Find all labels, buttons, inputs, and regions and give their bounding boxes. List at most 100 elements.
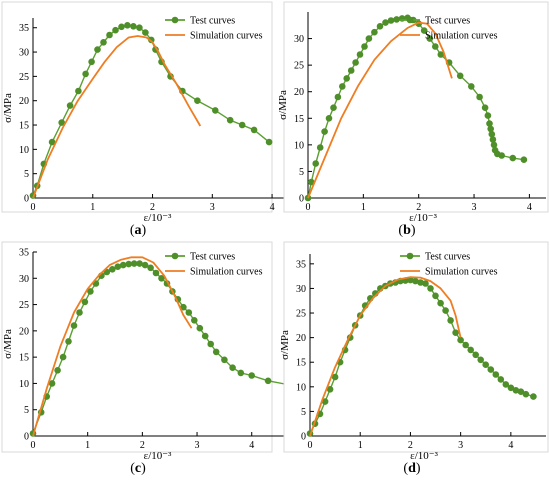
test-point: [426, 35, 434, 42]
test-point: [76, 309, 83, 316]
x-tick-label: 3: [458, 440, 463, 451]
x-tick-label: 2: [140, 440, 145, 451]
test-point: [427, 285, 434, 292]
test-point: [382, 19, 389, 26]
panel-caption: (a): [130, 223, 147, 238]
test-point: [88, 58, 95, 66]
legend-label: Test curves: [190, 16, 235, 27]
test-point: [48, 380, 56, 387]
y-tick-label: 15: [296, 358, 306, 369]
test-point: [330, 104, 337, 111]
panel-caption: (d): [403, 461, 420, 476]
y-tick-label: 15: [294, 114, 304, 125]
y-tick-label: 20: [19, 326, 29, 337]
panel-frame: [283, 1, 549, 213]
test-point: [124, 22, 131, 29]
test-point: [130, 23, 137, 30]
test-point: [136, 260, 143, 267]
x-tick-label: 3: [210, 202, 215, 213]
test-point: [520, 156, 528, 163]
test-point: [487, 125, 495, 133]
x-tick-label: 3: [195, 440, 200, 451]
y-tick-label: 5: [24, 405, 29, 416]
test-point: [94, 46, 101, 53]
test-point: [477, 356, 485, 364]
test-point: [201, 332, 209, 340]
x-tick-label: 3: [472, 202, 477, 213]
test-point: [158, 275, 165, 282]
y-tick-label: 25: [19, 300, 29, 311]
test-point: [59, 353, 67, 361]
test-point: [118, 23, 125, 31]
test-point: [376, 23, 384, 30]
test-point: [356, 51, 364, 58]
legend-marker: [171, 252, 179, 260]
test-point: [321, 398, 329, 405]
test-point: [343, 75, 351, 82]
x-tick-label: 2: [416, 202, 421, 213]
test-point: [185, 309, 193, 316]
test-point: [457, 336, 464, 344]
test-point: [452, 329, 459, 337]
test-point: [468, 83, 475, 90]
x-tick-label: 1: [85, 440, 90, 451]
test-point: [467, 346, 475, 354]
chart-panel-d: 0 1 2 3 4 0 5 10 15 20 25 30 35 ε/10⁻³ σ/MPa Test curve…: [279, 241, 549, 476]
test-point: [229, 364, 236, 372]
x-tick-label: 1: [90, 202, 95, 213]
simulation-curves-line: [307, 21, 453, 199]
test-point: [407, 276, 414, 284]
test-point: [58, 119, 65, 126]
simulation-curves-line: [309, 276, 462, 437]
chart-panel-b: 0 1 2 3 4 0 5 10 15 20 25 30 ε/10⁻³ σ/MPa Test curves S…: [277, 1, 549, 238]
test-point: [141, 261, 149, 269]
test-point: [488, 130, 496, 138]
test-point: [112, 26, 119, 34]
x-tick-label: 0: [31, 440, 36, 451]
legend-marker: [406, 16, 414, 24]
test-point: [420, 27, 428, 34]
y-tick-label: 10: [294, 140, 304, 151]
test-point: [432, 43, 439, 50]
test-point: [497, 376, 505, 383]
x-axis-label: ε/10⁻³: [144, 212, 172, 224]
test-point: [437, 299, 444, 307]
test-point: [422, 280, 429, 287]
test-point: [352, 59, 359, 66]
test-point: [437, 51, 445, 58]
test-point: [180, 303, 187, 311]
test-point: [412, 277, 419, 285]
test-point: [393, 16, 400, 23]
test-point: [339, 83, 346, 90]
test-point: [442, 307, 449, 314]
test-point: [312, 160, 320, 167]
test-point: [238, 121, 246, 129]
panel-frame: [1, 241, 273, 453]
x-tick-label: 0: [31, 202, 36, 213]
panel-frame: [283, 241, 549, 453]
x-tick-label: 1: [361, 202, 366, 213]
test-point: [65, 338, 72, 345]
test-point: [365, 35, 373, 42]
legend-label: Test curves: [190, 252, 235, 263]
test-point: [387, 17, 395, 24]
legend-label: Test curves: [425, 16, 470, 27]
y-tick-label: 15: [19, 353, 29, 364]
test-point: [316, 144, 324, 151]
x-axis-label: ε/10⁻³: [409, 212, 437, 224]
simulation-curves-line: [32, 256, 193, 437]
y-tick-label: 20: [296, 333, 306, 344]
test-point: [331, 373, 339, 381]
test-point: [308, 178, 315, 186]
x-tick-label: 0: [308, 440, 313, 451]
chart-panel-c: 0 1 2 3 4 0 5 10 15 20 25 30 35 ε/10⁻³ σ/MPa Test curve…: [1, 241, 294, 476]
y-tick-label: 5: [299, 167, 304, 178]
test-point: [326, 386, 334, 393]
test-point: [142, 29, 149, 36]
legend-label: Simulation curves: [425, 31, 498, 42]
test-point: [512, 387, 520, 394]
test-point: [250, 126, 258, 134]
test-point: [194, 97, 201, 104]
test-point: [70, 322, 78, 329]
